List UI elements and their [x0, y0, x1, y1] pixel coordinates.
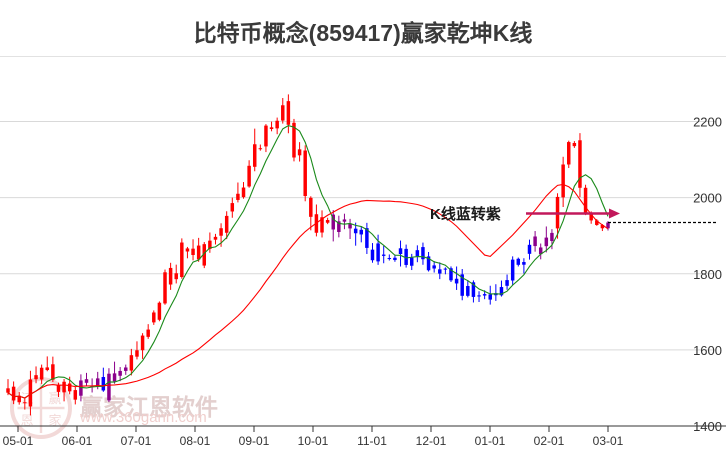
- svg-text:10-01: 10-01: [298, 434, 329, 448]
- svg-text:02-01: 02-01: [534, 434, 565, 448]
- svg-text:03-01: 03-01: [593, 434, 624, 448]
- svg-text:11-01: 11-01: [357, 434, 387, 448]
- svg-text:07-01: 07-01: [121, 434, 152, 448]
- svg-text:05-01: 05-01: [3, 434, 34, 448]
- svg-text:01-01: 01-01: [475, 434, 506, 448]
- svg-text:06-01: 06-01: [62, 434, 93, 448]
- svg-text:2200: 2200: [693, 115, 722, 130]
- svg-text:1600: 1600: [693, 343, 722, 358]
- svg-text:08-01: 08-01: [180, 434, 211, 448]
- svg-text:2000: 2000: [693, 191, 722, 206]
- svg-text:09-01: 09-01: [239, 434, 270, 448]
- svg-text:12-01: 12-01: [416, 434, 447, 448]
- svg-text:1800: 1800: [693, 267, 722, 282]
